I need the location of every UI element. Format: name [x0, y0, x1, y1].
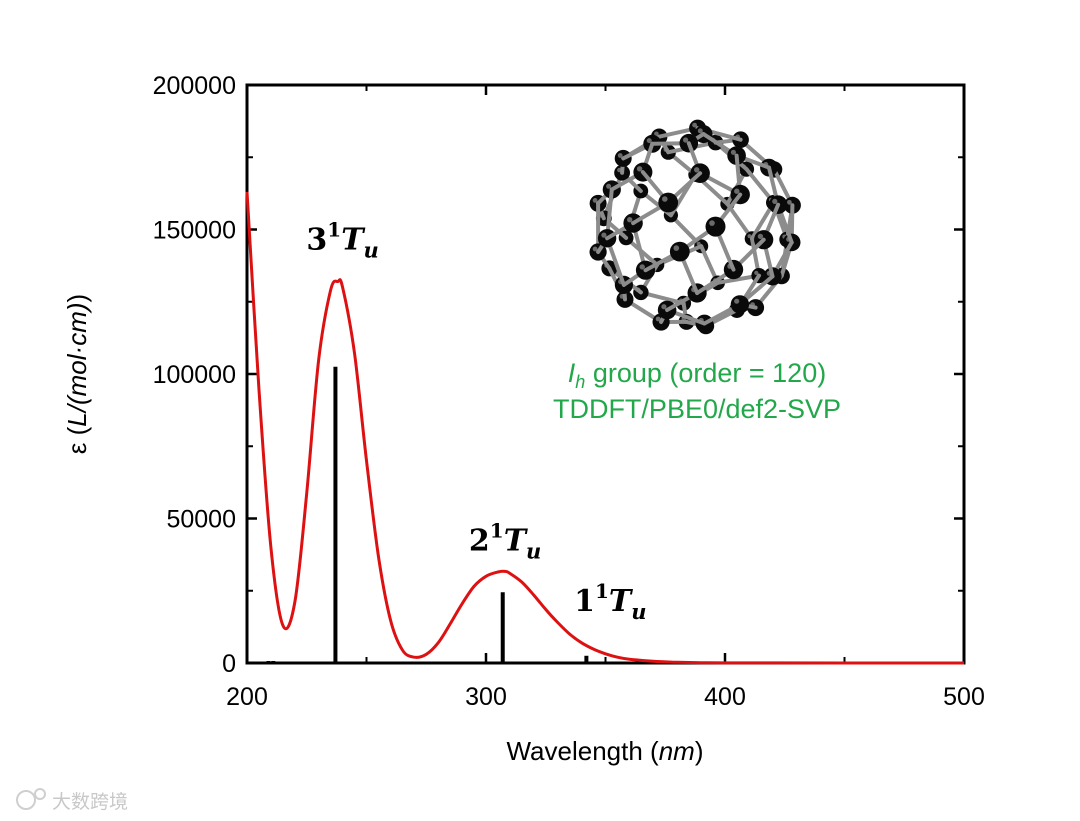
peak-label: 21Tu — [469, 518, 541, 563]
molecule-atom-highlight — [601, 232, 607, 238]
molecule-atom-highlight — [683, 137, 689, 143]
molecule-atom-highlight — [772, 198, 778, 204]
watermark-logo-icon — [16, 790, 36, 810]
peak-label: 31Tu — [306, 218, 378, 263]
y-axis-ticks: 0 50000 100000 150000 200000 — [153, 72, 964, 678]
molecule-atom — [669, 241, 690, 262]
molecule-atom-highlight — [787, 199, 792, 205]
c60-buckminsterfullerene-icon — [589, 119, 801, 335]
y-tick-label: 100000 — [153, 361, 236, 389]
peak-label: 11Tu — [574, 579, 646, 624]
molecule-atom-highlight — [662, 196, 668, 202]
molecule-atom-highlight — [697, 128, 703, 134]
molecule-atom-highlight — [655, 316, 661, 322]
molecule-atom-highlight — [692, 122, 697, 128]
molecule-atom-highlight — [734, 298, 740, 304]
molecule-atom-highlight — [639, 264, 645, 270]
molecule-atom-highlight — [694, 167, 700, 173]
molecule-atom-highlight — [654, 131, 659, 137]
x-axis-title: Wavelength (nm) — [506, 736, 703, 766]
peak-annotations: 31Tu 21Tu 11Tu — [306, 218, 646, 624]
molecule-atom-highlight — [592, 198, 598, 203]
molecule-atom-highlight — [734, 188, 740, 194]
point-group-label: Ih group (order = 120) — [568, 358, 826, 392]
x-tick-label: 300 — [465, 683, 507, 711]
y-axis-title: ε (L/(mol·cm)) — [62, 294, 92, 454]
molecule-atom-highlight — [606, 183, 612, 189]
transition-sticks — [266, 366, 589, 663]
molecule-atom-highlight — [757, 233, 764, 240]
molecule-atom — [705, 216, 726, 237]
x-axis-ticks: 200 300 400 500 — [226, 85, 985, 711]
molecule-atom — [730, 295, 750, 314]
molecule-atom — [658, 192, 679, 213]
y-tick-label: 0 — [222, 650, 236, 678]
molecule-atom-highlight — [709, 220, 715, 226]
x-tick-label: 200 — [226, 683, 268, 711]
molecule-atom-highlight — [730, 149, 736, 155]
spectrum-curve — [245, 191, 964, 665]
molecule-atom-highlight — [754, 270, 759, 275]
y-tick-label: 150000 — [153, 217, 236, 245]
y-tick-label: 200000 — [153, 72, 236, 100]
watermark-text: 大数跨境 — [52, 791, 128, 813]
watermark-logo-icon-dot — [34, 788, 46, 800]
molecule-atom-highlight — [661, 304, 667, 310]
molecule-atom-highlight — [627, 217, 633, 223]
molecule-atom-highlight — [592, 246, 598, 252]
x-tick-label: 400 — [704, 683, 746, 711]
method-label: TDDFT/PBE0/def2-SVP — [553, 394, 841, 424]
y-tick-label: 50000 — [166, 506, 236, 534]
molecule-atom-highlight — [673, 245, 680, 251]
molecule-atom-highlight — [617, 153, 623, 158]
x-tick-label: 500 — [943, 683, 985, 711]
watermark: 大数跨境 — [16, 788, 128, 813]
molecule-atom-highlight — [747, 234, 752, 239]
molecule-atom-highlight — [646, 138, 652, 144]
molecule-atom-highlight — [636, 166, 643, 172]
